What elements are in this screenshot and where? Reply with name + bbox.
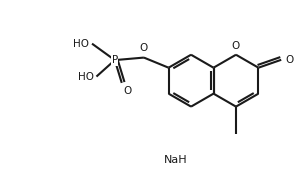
Text: NaH: NaH	[163, 155, 187, 165]
Text: O: O	[140, 44, 148, 53]
Text: HO: HO	[74, 39, 89, 49]
Text: O: O	[124, 86, 132, 96]
Text: P: P	[112, 55, 118, 65]
Text: HO: HO	[78, 72, 94, 82]
Text: O: O	[285, 55, 293, 65]
Text: O: O	[232, 41, 240, 51]
